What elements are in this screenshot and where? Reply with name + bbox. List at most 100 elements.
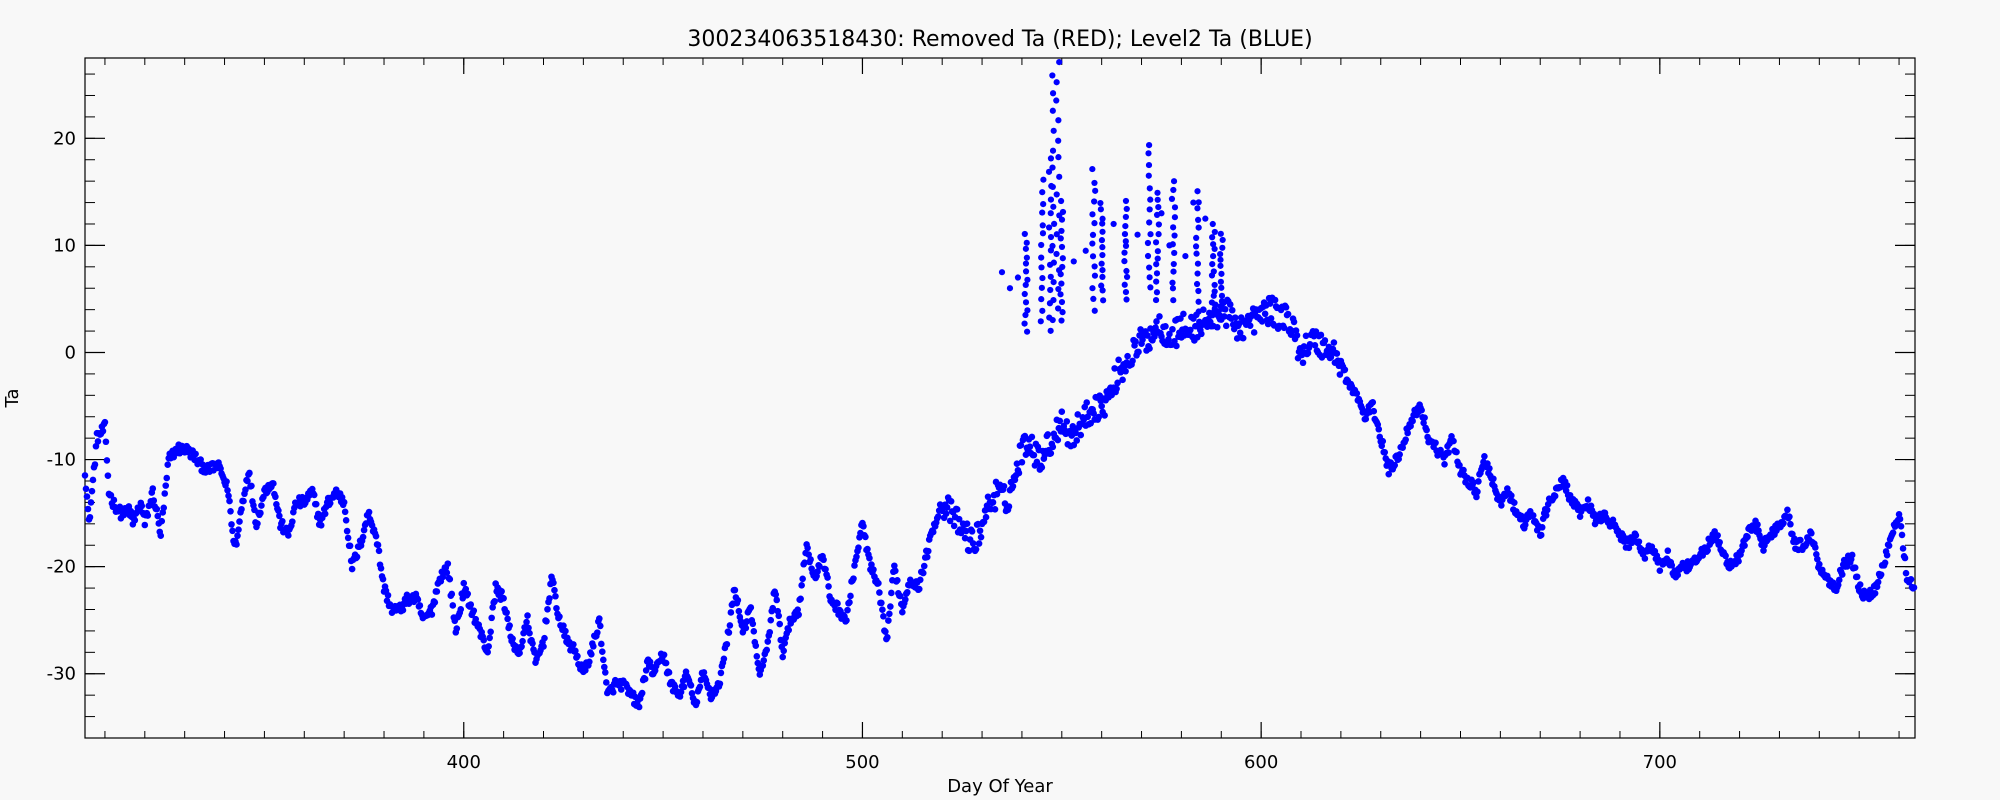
data-point <box>257 509 264 517</box>
spike-point <box>1040 201 1047 208</box>
data-point <box>1744 533 1751 541</box>
spike-point <box>1147 196 1154 203</box>
data-point <box>965 547 973 555</box>
data-point <box>158 517 166 525</box>
spike-point <box>1218 270 1225 277</box>
spike-point <box>1059 263 1066 271</box>
spike-point <box>1091 198 1098 205</box>
data-point <box>160 504 168 512</box>
spike-point <box>1049 90 1057 97</box>
spike-point <box>1053 97 1060 104</box>
data-point <box>570 641 577 648</box>
spike-point <box>1050 203 1057 210</box>
data-point <box>238 505 245 513</box>
data-point <box>1122 367 1129 375</box>
data-point <box>1460 466 1467 474</box>
data-point <box>891 562 898 570</box>
data-point <box>81 472 89 479</box>
data-point <box>727 609 735 616</box>
data-point <box>962 527 970 535</box>
data-point <box>150 497 158 504</box>
spike-point <box>1050 296 1057 304</box>
data-point <box>161 490 169 497</box>
data-point <box>807 556 814 563</box>
data-point <box>759 662 767 669</box>
spike-point <box>1216 312 1223 319</box>
data-point <box>467 601 475 608</box>
data-point <box>1780 519 1787 527</box>
spike-point <box>1038 296 1045 303</box>
data-point <box>1407 422 1414 430</box>
spike-point <box>1155 231 1162 238</box>
data-point <box>795 611 802 619</box>
data-point <box>1304 349 1312 357</box>
data-point <box>594 629 601 636</box>
data-point <box>947 497 955 505</box>
data-point <box>884 634 891 641</box>
data-point <box>993 490 1001 498</box>
data-point <box>1300 343 1308 350</box>
spike-point <box>1209 234 1216 241</box>
spike-point <box>1121 281 1128 288</box>
data-point <box>457 606 465 613</box>
data-point <box>882 628 889 635</box>
data-point <box>598 640 605 648</box>
data-point <box>1258 318 1266 325</box>
spike-point <box>1211 245 1218 253</box>
spike-point <box>1051 220 1058 227</box>
data-point <box>1228 306 1236 314</box>
data-point <box>516 649 523 657</box>
spike-point <box>1123 296 1130 303</box>
spike-point <box>1211 305 1218 312</box>
spike-point <box>1218 292 1226 299</box>
spike-point <box>1047 327 1054 334</box>
data-point <box>544 605 551 613</box>
data-point <box>853 553 860 561</box>
data-point <box>1883 551 1891 559</box>
data-point <box>162 482 170 489</box>
data-point <box>1787 520 1794 528</box>
spike-point <box>1097 199 1104 207</box>
data-point <box>1668 562 1676 569</box>
data-point <box>480 636 487 644</box>
spike-point <box>1209 261 1216 268</box>
outlier-point <box>1110 220 1117 228</box>
data-point <box>138 502 146 510</box>
data-point <box>1156 313 1163 320</box>
data-point <box>1246 322 1254 329</box>
data-point <box>1445 449 1452 456</box>
outlier-point <box>1134 231 1141 238</box>
data-point <box>270 480 277 487</box>
data-point <box>753 653 761 660</box>
data-point <box>601 663 608 671</box>
data-point <box>638 689 646 697</box>
data-point <box>223 478 230 485</box>
data-point <box>540 643 547 650</box>
spike-point <box>1089 165 1096 173</box>
spike-point <box>1099 220 1106 227</box>
data-point <box>543 618 550 625</box>
data-point <box>897 592 904 600</box>
data-point <box>236 518 243 525</box>
data-point <box>1235 320 1243 327</box>
data-point <box>399 606 407 614</box>
data-point <box>1584 496 1592 503</box>
spike-point <box>1099 228 1106 235</box>
axis-label-group: 400 500 600 700 -30 -20 -10 0 10 20 <box>47 128 1677 773</box>
data-point <box>1391 461 1399 469</box>
spike-point <box>1091 263 1098 270</box>
minor-tick-group <box>85 58 1915 739</box>
spike-point <box>1219 236 1226 244</box>
y-axis-label: Ta <box>2 388 23 408</box>
spike-point <box>1168 195 1176 202</box>
data-point <box>1486 465 1493 472</box>
data-point <box>1073 437 1081 444</box>
data-point <box>804 544 811 552</box>
data-point <box>444 560 452 567</box>
data-point <box>500 595 507 602</box>
outlier-point <box>1158 210 1165 217</box>
data-point <box>1284 310 1292 318</box>
spike-point <box>1155 203 1162 211</box>
data-point <box>1114 379 1121 387</box>
spike-point <box>1047 286 1054 294</box>
